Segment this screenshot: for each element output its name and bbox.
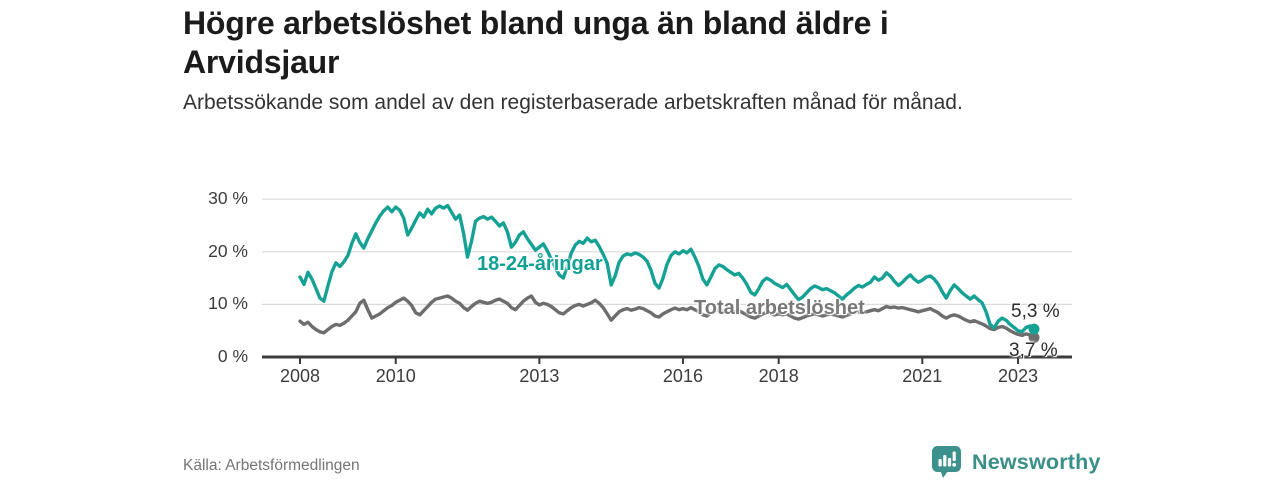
x-tick-label: 2016 bbox=[662, 366, 703, 386]
x-tick-label: 2013 bbox=[519, 366, 560, 386]
x-tick-label: 2023 bbox=[998, 366, 1039, 386]
x-tick-label: 2008 bbox=[279, 366, 321, 386]
brand-name: Newsworthy bbox=[972, 449, 1101, 474]
brand-logo: Newsworthy bbox=[931, 445, 1101, 479]
y-tick-label: 10 % bbox=[208, 293, 248, 314]
y-tick-label: 30 % bbox=[208, 188, 248, 209]
newsworthy-logo-icon bbox=[932, 446, 961, 478]
end-value-label-total: 3,7 % bbox=[1009, 340, 1058, 361]
y-tick-label: 20 % bbox=[208, 240, 248, 261]
x-tick-label: 2010 bbox=[375, 366, 416, 386]
series-label-young: 18-24-åringar bbox=[477, 253, 603, 275]
x-tick-label: 2018 bbox=[758, 366, 799, 386]
source-attribution: Källa: Arbetsförmedlingen bbox=[183, 457, 360, 474]
y-tick-label: 0 % bbox=[217, 346, 248, 366]
series-label-total: Total arbetslöshet bbox=[694, 297, 865, 319]
end-value-label-young: 5,3 % bbox=[1011, 301, 1060, 322]
x-tick-label: 2021 bbox=[902, 366, 943, 386]
chart-subtitle: Arbetssökande som andel av den registerb… bbox=[183, 91, 963, 114]
page-title: Högre arbetslöshet bland unga än bland ä… bbox=[183, 5, 889, 81]
